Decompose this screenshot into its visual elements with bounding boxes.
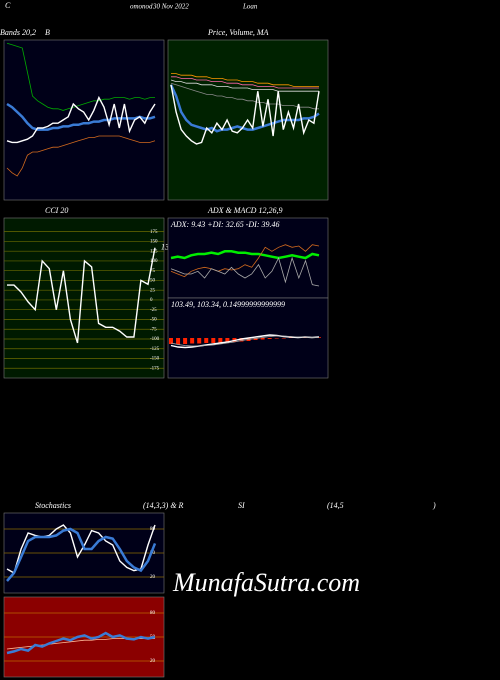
histogram-bar	[267, 338, 272, 339]
panel	[3, 39, 165, 201]
header: 30 Nov 2022	[152, 3, 189, 11]
line-series	[6, 524, 156, 575]
panel-title: ADX & MACD 12,26,9	[207, 206, 282, 215]
annotation: ADX: 9.43 +DI: 32.65 -DI: 39.46	[170, 220, 280, 229]
line-series	[171, 76, 319, 89]
header: Loan	[242, 3, 258, 11]
y-tick-label: -100	[150, 337, 160, 342]
line-series	[6, 135, 156, 177]
panel-title: B	[45, 28, 50, 37]
histogram-bar	[197, 338, 202, 344]
histogram-bar	[274, 338, 279, 339]
line-series	[170, 84, 320, 145]
histogram-bar	[302, 337, 307, 338]
panel-label: (14,5	[327, 501, 344, 510]
histogram-bar	[169, 338, 173, 344]
line-series	[6, 631, 156, 655]
histogram-bar	[183, 338, 188, 344]
panel	[3, 217, 165, 379]
panel-title: Bands 20,2	[0, 28, 36, 37]
y-tick-label: -175	[150, 366, 160, 371]
histogram-bar	[176, 338, 181, 345]
line-series	[170, 250, 320, 260]
y-tick-label: 20	[150, 575, 156, 580]
header: omonod	[130, 3, 153, 11]
histogram-bar	[190, 338, 195, 344]
line-series	[170, 82, 319, 110]
y-tick-label: 25	[150, 288, 156, 293]
y-tick-label: -125	[150, 347, 160, 352]
panel-title: CCI 20	[45, 206, 68, 215]
histogram-bar	[225, 338, 230, 343]
value-label: 134	[161, 242, 173, 251]
panel-label: (14,3,3) & R	[143, 501, 184, 510]
line-series	[171, 73, 319, 87]
annotation: 103.49, 103.34, 0.14999999999999	[171, 300, 285, 309]
y-tick-label: -25	[150, 308, 157, 313]
panel-title: Stochastics	[35, 501, 71, 510]
line-series	[6, 527, 157, 582]
y-tick-label: -150	[150, 357, 160, 362]
y-tick-label: -75	[150, 327, 157, 332]
histogram-bar	[260, 338, 265, 340]
histogram-bar	[218, 338, 223, 343]
y-tick-label: 50	[150, 279, 156, 284]
panel-label: SI	[238, 501, 245, 510]
y-tick-label: 150	[150, 240, 158, 245]
line-series	[170, 256, 320, 287]
histogram-bar	[253, 338, 258, 340]
line-series	[6, 95, 156, 144]
histogram-bar	[239, 338, 244, 342]
line-series	[6, 102, 156, 131]
line-series	[169, 84, 320, 133]
histogram-bar	[211, 338, 216, 343]
histogram-bar	[288, 337, 293, 338]
page-title: C	[5, 1, 11, 10]
histogram-bar	[281, 338, 286, 339]
line-series	[170, 79, 319, 92]
y-tick-label: 75	[150, 269, 156, 274]
y-tick-label: 100	[150, 259, 158, 264]
histogram-bar	[204, 338, 209, 343]
line-series	[7, 247, 156, 344]
line-series	[170, 335, 319, 347]
y-tick-label: 0	[150, 298, 153, 303]
panel-title: Price, Volume, MA	[207, 28, 269, 37]
watermark: MunafaSutra.com	[172, 568, 360, 597]
line-series	[170, 334, 320, 349]
y-tick-label: 175	[150, 230, 158, 235]
y-tick-label: -50	[150, 318, 157, 323]
line-series	[6, 42, 155, 111]
line-series	[170, 244, 320, 278]
y-tick-label: 20	[150, 659, 156, 664]
y-tick-label: 50	[150, 551, 156, 556]
y-tick-label: 80	[150, 611, 156, 616]
panel-label: )	[432, 501, 436, 510]
